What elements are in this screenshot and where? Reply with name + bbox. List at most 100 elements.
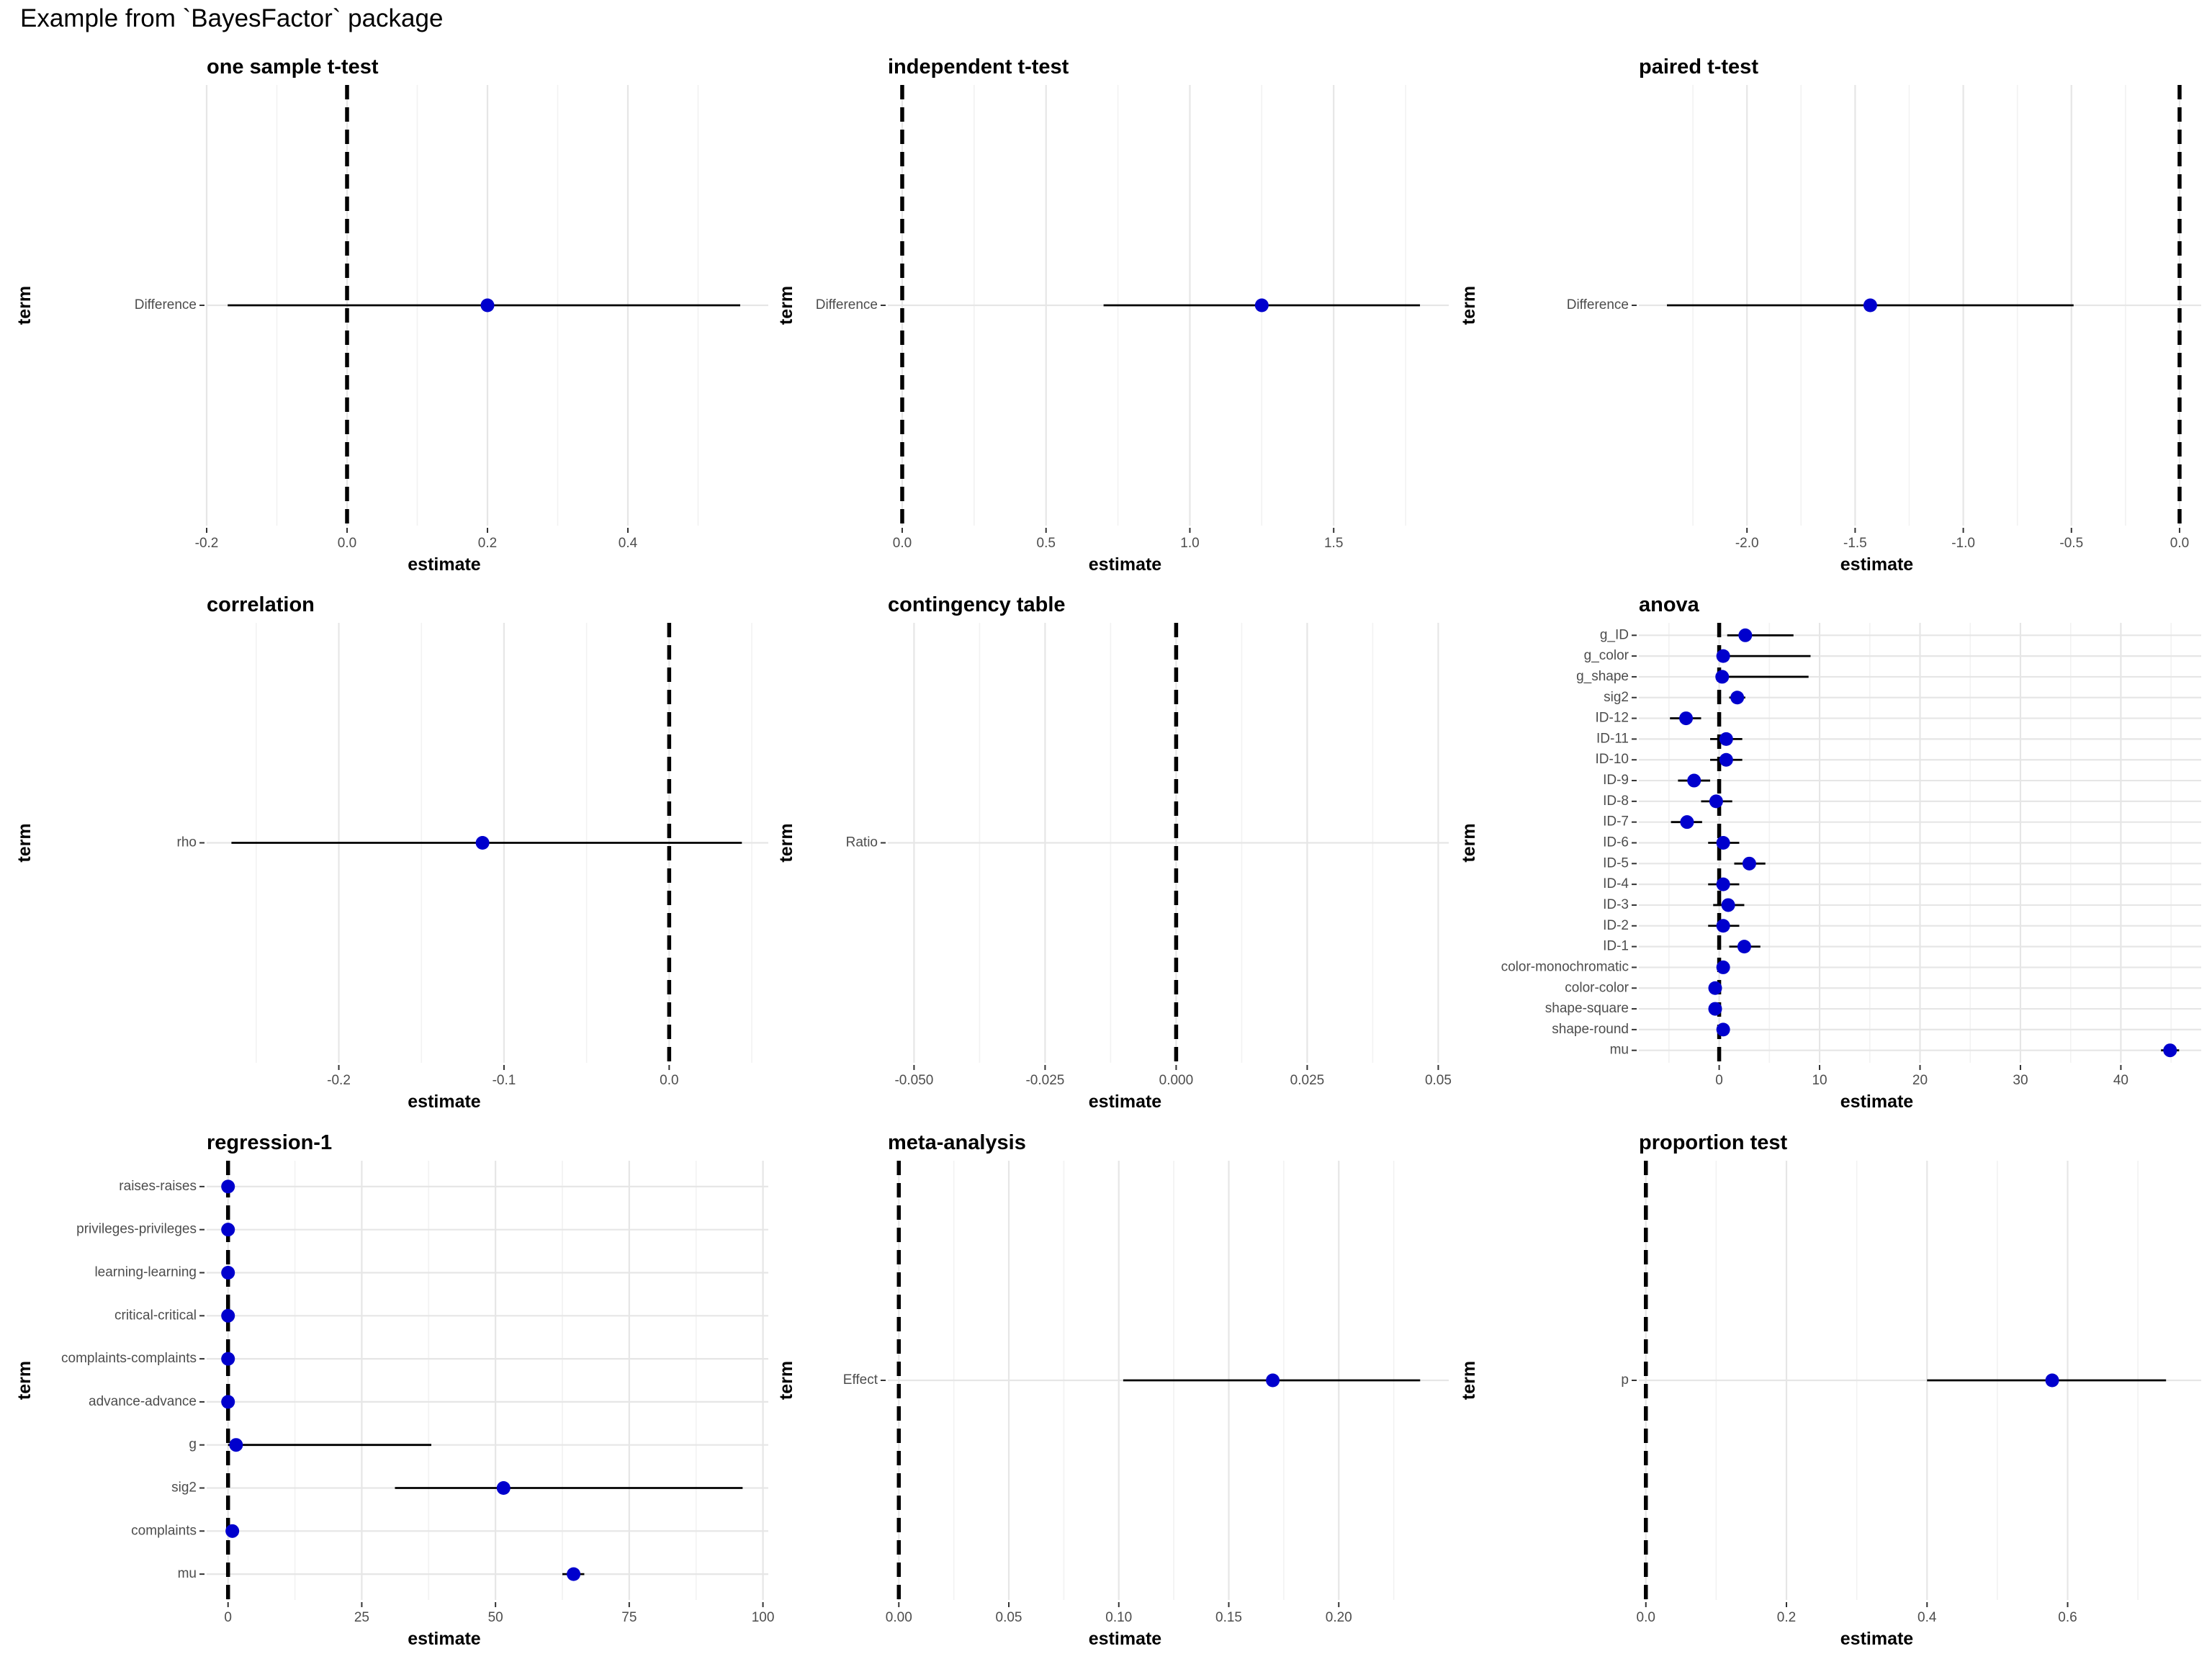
- panel-5: Ratio -0.050 -0.025 0.000 0.025 0.05 contingen…: [776, 593, 1452, 1112]
- y-tick-label: mu: [1610, 1043, 1629, 1058]
- x-tick-label: 10: [1812, 1073, 1827, 1088]
- y-tick-label: g_ID: [1600, 627, 1629, 642]
- y-tick-label: color-color: [1565, 980, 1629, 995]
- y-tick-label: ID-6: [1603, 835, 1629, 850]
- panel-1: Difference -0.2 0.0 0.2 0.4 one sample t-test…: [14, 55, 768, 575]
- estimate-point: [1863, 298, 1877, 313]
- y-tick-label: sig2: [1604, 690, 1629, 705]
- x-tick-label: -0.2: [195, 536, 219, 551]
- x-tick-label: 0: [1715, 1073, 1723, 1088]
- x-tick-label: 0.00: [886, 1610, 912, 1625]
- y-tick-label: ID-11: [1596, 731, 1629, 746]
- estimate-point: [1719, 752, 1733, 767]
- y-axis-title: term: [1459, 823, 1479, 862]
- y-tick-label: Difference: [1567, 297, 1629, 313]
- y-tick-label: ID-12: [1596, 711, 1629, 726]
- y-tick-label: shape-square: [1545, 1001, 1629, 1016]
- y-tick-label: ID-9: [1603, 773, 1629, 788]
- x-tick-label: 100: [752, 1610, 775, 1625]
- y-tick-label: complaints: [131, 1523, 197, 1538]
- y-tick-label: p: [1621, 1372, 1629, 1388]
- x-tick-label: 0.10: [1105, 1610, 1132, 1625]
- panel-title: correlation: [207, 593, 315, 616]
- panel-title: one sample t-test: [207, 55, 379, 78]
- panel-title: anova: [1639, 593, 1700, 616]
- panel-title: regression-1: [207, 1131, 332, 1154]
- y-tick-label: Ratio: [846, 835, 878, 850]
- y-tick-label: privileges-privileges: [76, 1222, 197, 1237]
- x-axis-title: estimate: [408, 1629, 481, 1649]
- x-tick-label: 0.15: [1215, 1610, 1242, 1625]
- y-tick-label: raises-raises: [119, 1179, 197, 1194]
- x-tick-label: -0.1: [493, 1073, 516, 1088]
- x-tick-label: -0.5: [2059, 536, 2083, 551]
- panel-2: Difference 0.0 0.5 1.0 1.5 independent t-test…: [776, 55, 1449, 575]
- x-tick-label: 0.0: [1637, 1610, 1655, 1625]
- y-tick-label: ID-3: [1603, 897, 1629, 912]
- y-axis-title: term: [14, 286, 35, 325]
- estimate-point: [221, 1265, 235, 1280]
- panel-title: proportion test: [1639, 1131, 1788, 1154]
- y-tick-label: ID-2: [1603, 918, 1629, 933]
- estimate-point: [229, 1438, 243, 1452]
- panel-title: independent t-test: [888, 55, 1069, 78]
- estimate-point: [1709, 794, 1723, 809]
- estimate-point: [1679, 711, 1694, 726]
- estimate-point: [480, 298, 495, 313]
- y-tick-label: ID-1: [1603, 939, 1629, 954]
- x-axis-title: estimate: [1089, 554, 1162, 575]
- x-tick-label: 0.4: [619, 536, 638, 551]
- y-axis-title: term: [1459, 1361, 1479, 1400]
- estimate-point: [221, 1352, 235, 1366]
- estimate-point: [221, 1179, 235, 1194]
- estimate-point: [2045, 1373, 2059, 1388]
- estimate-point: [225, 1524, 240, 1538]
- y-axis-title: term: [776, 1361, 796, 1400]
- estimate-point: [1716, 649, 1730, 663]
- x-axis-title: estimate: [1840, 1092, 1914, 1112]
- estimate-point: [1716, 919, 1730, 933]
- x-tick-label: 0.000: [1159, 1073, 1194, 1088]
- x-axis-title: estimate: [1840, 1629, 1914, 1649]
- x-tick-label: 30: [2013, 1073, 2028, 1088]
- panel-8: Effect 0.00 0.05 0.10 0.15 0.20 meta-analysis e…: [776, 1131, 1449, 1649]
- y-tick-label: complaints-complaints: [61, 1351, 197, 1366]
- x-tick-label: 0: [224, 1610, 232, 1625]
- x-tick-label: -0.050: [894, 1073, 933, 1088]
- estimate-point: [1716, 877, 1730, 891]
- y-axis-title: term: [14, 823, 35, 862]
- panel-title: contingency table: [888, 593, 1066, 616]
- estimate-point: [1708, 981, 1722, 995]
- x-tick-label: -0.025: [1025, 1073, 1064, 1088]
- estimate-point: [1742, 856, 1756, 871]
- x-tick-label: 0.05: [996, 1610, 1022, 1625]
- x-tick-label: 0.0: [893, 536, 912, 551]
- x-tick-label: 20: [1912, 1073, 1928, 1088]
- x-tick-label: -2.0: [1735, 536, 1759, 551]
- y-tick-label: shape-round: [1552, 1022, 1629, 1037]
- y-tick-label: Difference: [816, 297, 878, 313]
- page-title: Example from `BayesFactor` package: [20, 4, 444, 32]
- y-tick-label: rho: [177, 835, 197, 850]
- y-tick-label: g: [189, 1437, 197, 1452]
- x-tick-label: -1.5: [1843, 536, 1867, 551]
- panel-7: raises-raises privileges-privileges learni…: [14, 1131, 774, 1649]
- panel-6: g_IDg_colorg_shapesig2ID-12ID-11ID-10ID-…: [1459, 593, 2201, 1112]
- estimate-point: [221, 1395, 235, 1409]
- y-tick-label: Difference: [135, 297, 197, 313]
- x-tick-label: 1.0: [1180, 536, 1199, 551]
- y-tick-label: ID-7: [1603, 814, 1629, 830]
- estimate-point: [1687, 773, 1701, 788]
- estimate-point: [1737, 940, 1751, 954]
- estimate-point: [1715, 670, 1730, 684]
- x-tick-label: 40: [2113, 1073, 2128, 1088]
- estimate-point: [1254, 298, 1269, 313]
- panel-title: meta-analysis: [888, 1131, 1026, 1154]
- y-axis-title: term: [1459, 286, 1479, 325]
- y-axis-title: term: [776, 823, 796, 862]
- y-tick-label: ID-8: [1603, 793, 1629, 809]
- estimate-point: [1680, 815, 1694, 830]
- estimate-point: [475, 836, 490, 850]
- y-tick-label: Effect: [843, 1372, 878, 1388]
